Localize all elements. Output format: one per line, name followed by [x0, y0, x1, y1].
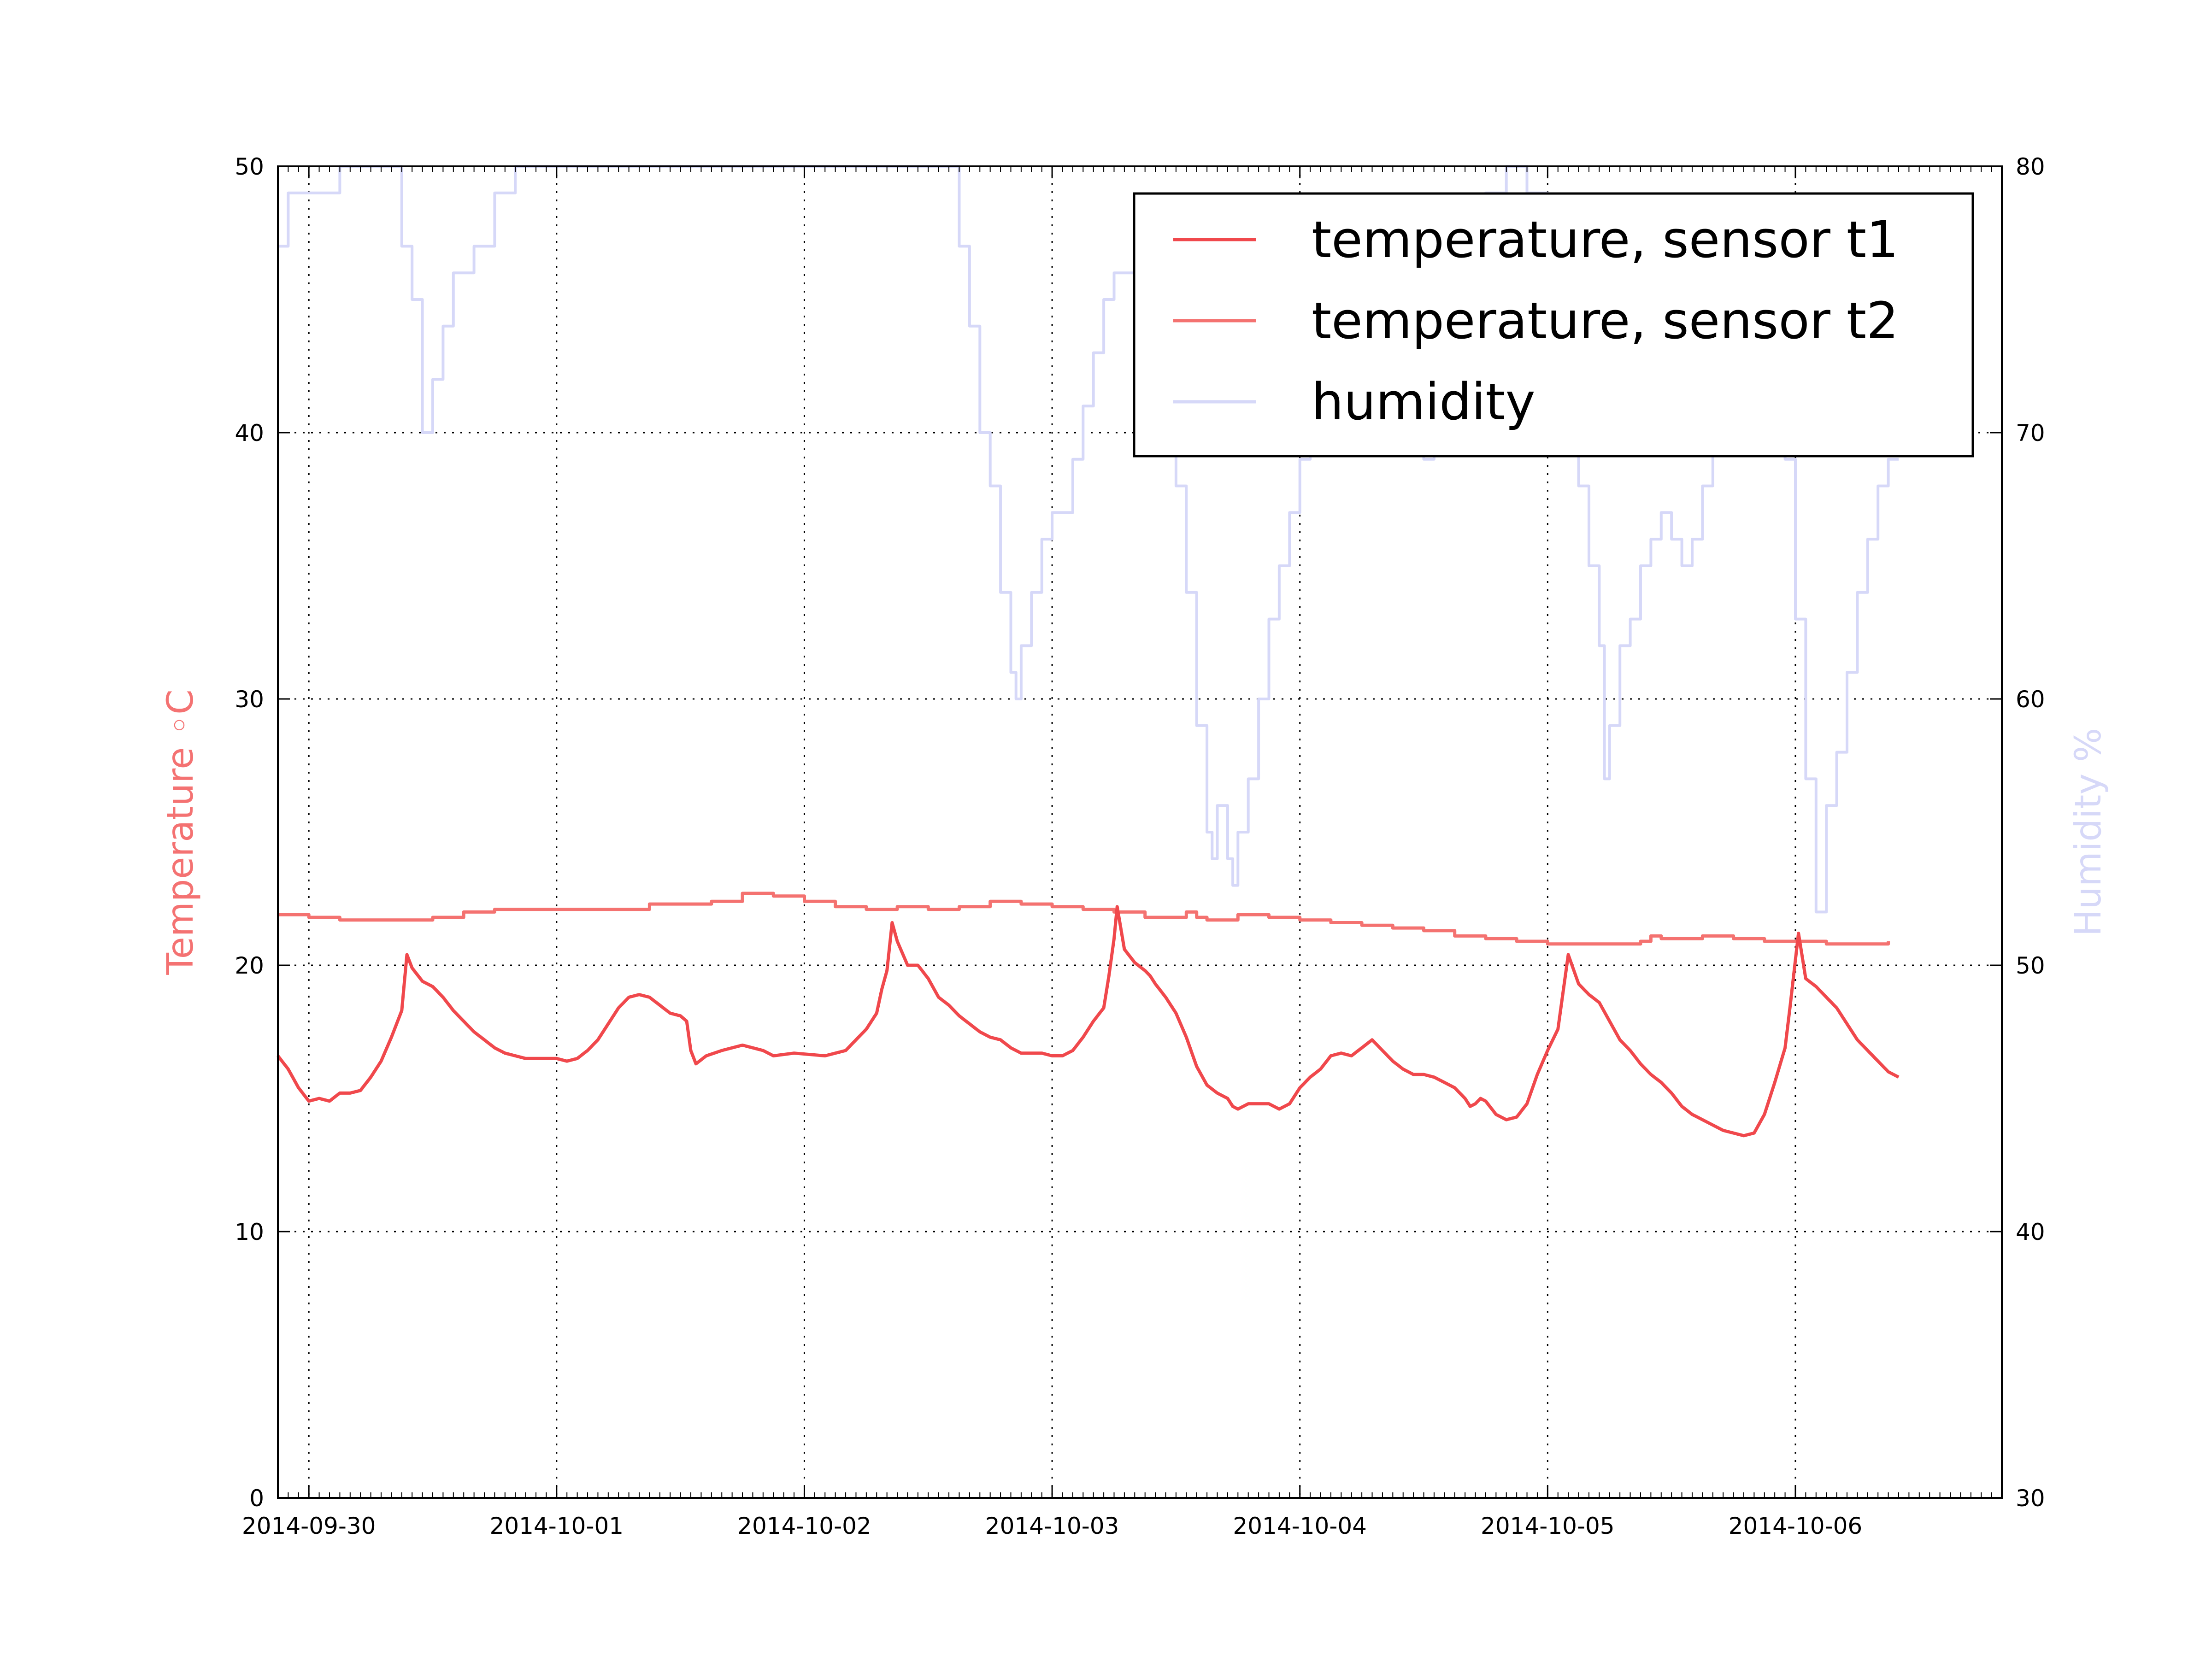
- legend: temperature, sensor t1 temperature, senso…: [1133, 192, 1974, 458]
- series-t1-line: [276, 905, 1900, 1138]
- x-tick-label: 2014-10-05: [1481, 1513, 1615, 1539]
- y-right-tick-label: 30: [2016, 1485, 2045, 1512]
- y-left-tick-label: 20: [235, 952, 264, 979]
- series-t2-line: [278, 892, 1890, 946]
- y-left-tick-label: 50: [235, 153, 264, 180]
- y-axis-title-right: Humidity %: [2068, 728, 2109, 937]
- y-axis-title-left: Temperature ◦C: [160, 689, 201, 975]
- y-left-tick-label: 10: [235, 1219, 264, 1245]
- legend-label: temperature, sensor t1: [1312, 210, 1899, 269]
- plot-frame: [277, 165, 2003, 1499]
- x-tick-label: 2014-10-06: [1729, 1513, 1863, 1539]
- y-left-tick-label: 30: [235, 686, 264, 713]
- y-left-tick-label: 40: [235, 420, 264, 446]
- legend-box: [1133, 192, 1974, 458]
- y-right-tick-label: 60: [2016, 686, 2045, 713]
- y-right-tick-label: 70: [2016, 420, 2045, 446]
- x-tick-label: 2014-10-04: [1233, 1513, 1367, 1539]
- x-tick-label: 2014-10-02: [737, 1513, 871, 1539]
- x-tick-label: 2014-10-03: [985, 1513, 1119, 1539]
- legend-label: temperature, sensor t2: [1312, 291, 1899, 350]
- label-layer: 2014-09-30 2014-10-01 2014-10-02 2014-10-03…: [235, 153, 2045, 1539]
- y-left-tick-label: 0: [249, 1485, 264, 1512]
- y-right-tick-label: 80: [2016, 153, 2045, 180]
- x-tick-label: 2014-09-30: [242, 1513, 376, 1539]
- x-tick-label: 2014-10-01: [490, 1513, 624, 1539]
- legend-label: humidity: [1312, 372, 1535, 431]
- y-right-tick-label: 40: [2016, 1219, 2045, 1245]
- y-right-tick-label: 50: [2016, 952, 2045, 979]
- tick-layer: [277, 165, 2002, 1499]
